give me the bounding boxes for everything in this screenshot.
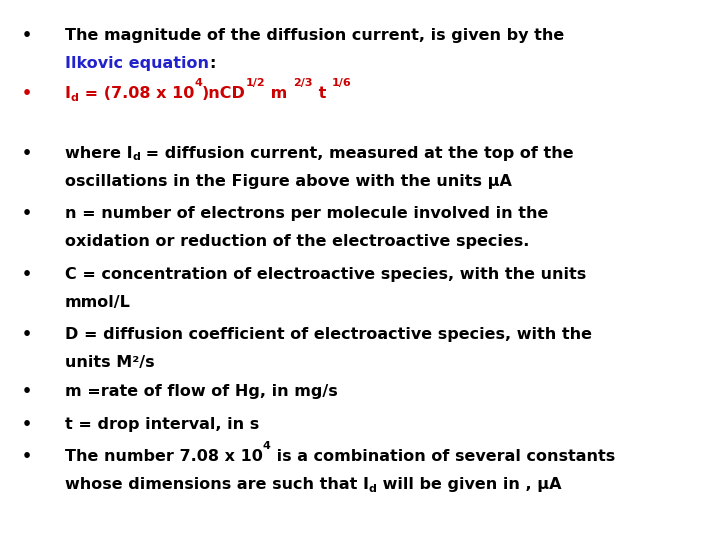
Text: m: m [266, 86, 293, 102]
Text: d: d [132, 152, 140, 163]
Text: )nCD: )nCD [202, 86, 246, 102]
Text: 1/6: 1/6 [332, 78, 351, 88]
Text: •: • [22, 28, 32, 43]
Text: oscillations in the Figure above with the units μA: oscillations in the Figure above with th… [65, 174, 512, 189]
Text: 4: 4 [194, 78, 202, 88]
Text: •: • [22, 146, 32, 161]
Text: C = concentration of electroactive species, with the units: C = concentration of electroactive speci… [65, 267, 586, 282]
Text: I: I [65, 86, 71, 102]
Text: 2/3: 2/3 [293, 78, 312, 88]
Text: 4: 4 [263, 441, 271, 451]
Text: The number 7.08 x 10: The number 7.08 x 10 [65, 449, 263, 464]
Text: will be given in , μA: will be given in , μA [377, 477, 561, 492]
Text: n = number of electrons per molecule involved in the: n = number of electrons per molecule inv… [65, 206, 548, 221]
Text: mmol/L: mmol/L [65, 295, 130, 310]
Text: d: d [369, 484, 377, 494]
Text: where I: where I [65, 146, 132, 161]
Text: is a combination of several constants: is a combination of several constants [271, 449, 615, 464]
Text: Ilkovic equation: Ilkovic equation [65, 56, 209, 71]
Text: t = drop interval, in s: t = drop interval, in s [65, 417, 259, 432]
Text: oxidation or reduction of the electroactive species.: oxidation or reduction of the electroact… [65, 234, 529, 249]
Text: •: • [22, 327, 32, 342]
Text: •: • [22, 384, 32, 400]
Text: The magnitude of the diffusion current, is given by the: The magnitude of the diffusion current, … [65, 28, 564, 43]
Text: d: d [71, 93, 78, 103]
Text: •: • [22, 267, 32, 282]
Text: = (7.08 x 10: = (7.08 x 10 [78, 86, 194, 102]
Text: •: • [22, 449, 32, 464]
Text: D = diffusion coefficient of electroactive species, with the: D = diffusion coefficient of electroacti… [65, 327, 592, 342]
Text: •: • [22, 417, 32, 432]
Text: 1/2: 1/2 [246, 78, 266, 88]
Text: m =rate of flow of Hg, in mg/s: m =rate of flow of Hg, in mg/s [65, 384, 338, 400]
Text: :: : [209, 56, 215, 71]
Text: = diffusion current, measured at the top of the: = diffusion current, measured at the top… [140, 146, 574, 161]
Text: units M²/s: units M²/s [65, 355, 154, 370]
Text: t: t [312, 86, 332, 102]
Text: whose dimensions are such that I: whose dimensions are such that I [65, 477, 369, 492]
Text: •: • [22, 206, 32, 221]
Text: •: • [22, 86, 32, 102]
